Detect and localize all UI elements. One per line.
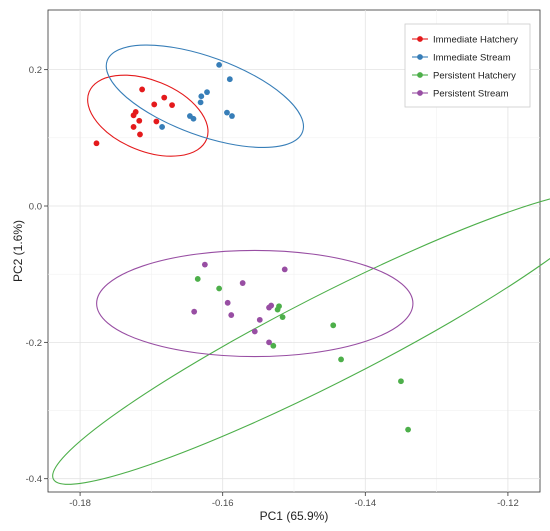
- y-tick-label: -0.4: [26, 474, 42, 485]
- point-persistent-stream: [281, 266, 288, 273]
- x-tick-label: -0.14: [354, 498, 376, 509]
- point-persistent-hatchery: [405, 426, 411, 433]
- y-tick-label: 0.0: [29, 202, 42, 213]
- y-tick-label: -0.2: [26, 338, 42, 349]
- point-immediate-hatchery: [161, 94, 168, 101]
- point-immediate-hatchery: [139, 86, 146, 93]
- legend-label-persistent-stream: Persistent Stream: [433, 88, 509, 99]
- point-immediate-hatchery: [137, 131, 143, 138]
- point-persistent-stream: [201, 261, 208, 268]
- data-points: [93, 61, 411, 433]
- legend: Immediate Hatchery Immediate Stream Persis…: [404, 23, 531, 108]
- point-persistent-stream: [228, 312, 235, 318]
- point-immediate-hatchery: [153, 118, 160, 125]
- point-immediate-stream: [229, 113, 235, 119]
- point-persistent-stream: [266, 339, 272, 346]
- point-persistent-hatchery: [270, 342, 277, 349]
- x-axis-ticks: -0.18 -0.16 -0.14 -0.12: [69, 492, 519, 509]
- x-tick-label: -0.12: [497, 498, 519, 509]
- point-immediate-stream: [159, 124, 165, 130]
- point-immediate-stream: [204, 89, 210, 96]
- ellipse-immediate-hatchery: [87, 74, 209, 157]
- y-tick-label: 0.2: [29, 65, 42, 76]
- point-persistent-hatchery: [279, 314, 286, 321]
- point-immediate-stream: [216, 61, 223, 68]
- ellipse-immediate-stream: [105, 44, 305, 149]
- point-immediate-stream: [224, 109, 230, 116]
- confidence-ellipses: [52, 44, 550, 485]
- legend-key-dot-persistent-hatchery: [417, 72, 423, 78]
- legend-key-dot-immediate-hatchery: [417, 36, 423, 42]
- ellipse-persistent-stream: [96, 249, 414, 358]
- legend-label-persistent-hatchery: Persistent Hatchery: [433, 70, 516, 81]
- x-tick-label: -0.16: [212, 498, 234, 509]
- legend-label-immediate-hatchery: Immediate Hatchery: [433, 34, 518, 45]
- point-persistent-stream: [191, 308, 198, 315]
- point-immediate-hatchery: [130, 112, 137, 119]
- point-persistent-hatchery: [194, 276, 201, 282]
- point-persistent-stream: [239, 280, 246, 286]
- x-axis-title: PC1 (65.9%): [260, 509, 329, 523]
- point-persistent-stream: [251, 328, 258, 335]
- ellipse-persistent-hatchery: [52, 191, 550, 485]
- point-immediate-hatchery: [130, 124, 137, 130]
- point-persistent-hatchery: [398, 378, 404, 385]
- y-axis-title: PC2 (1.6%): [11, 220, 25, 282]
- point-persistent-hatchery: [274, 306, 281, 313]
- legend-label-immediate-stream: Immediate Stream: [433, 52, 511, 63]
- y-axis-ticks: 0.2 0.0 -0.2 -0.4: [26, 65, 48, 485]
- point-immediate-stream: [190, 115, 197, 122]
- point-persistent-stream: [256, 316, 263, 323]
- x-tick-label: -0.18: [69, 498, 91, 509]
- point-persistent-stream: [224, 299, 231, 306]
- point-immediate-hatchery: [136, 117, 143, 124]
- point-persistent-hatchery: [338, 356, 344, 363]
- point-immediate-hatchery: [169, 102, 175, 109]
- point-immediate-stream: [198, 93, 205, 100]
- legend-key-dot-immediate-stream: [417, 54, 423, 60]
- point-immediate-hatchery: [93, 140, 100, 147]
- point-immediate-stream: [226, 76, 233, 83]
- point-persistent-hatchery: [330, 322, 337, 329]
- point-immediate-stream: [197, 99, 204, 106]
- point-persistent-stream: [268, 302, 275, 309]
- point-persistent-hatchery: [216, 285, 223, 292]
- legend-key-dot-persistent-stream: [417, 90, 423, 96]
- point-immediate-hatchery: [151, 101, 158, 108]
